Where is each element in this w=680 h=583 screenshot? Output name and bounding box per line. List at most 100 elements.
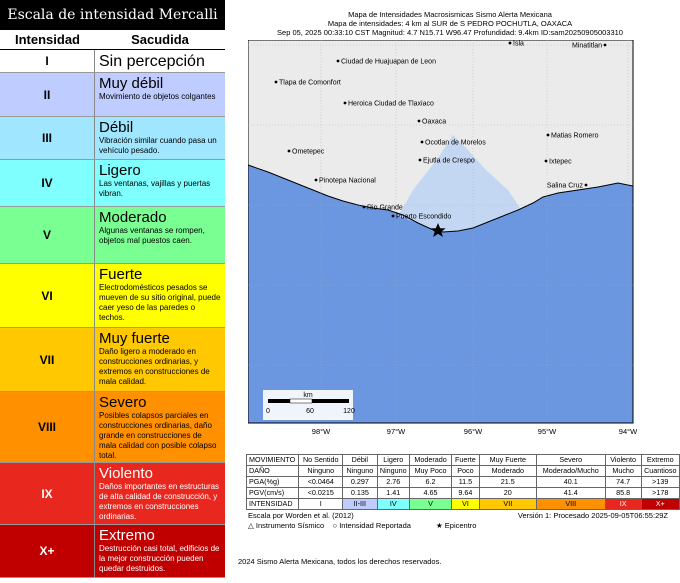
scale-row-description: Débil Vibración similar cuando pasa un ve… <box>95 117 225 159</box>
scale-row-name: Fuerte <box>99 266 143 283</box>
scale-row-iii: III Débil Vibración similar cuando pasa un… <box>0 117 225 160</box>
scale-row-text: Daño ligero a moderado en construcciones… <box>99 347 210 386</box>
version-note: Versión 1: Procesado 2025-09-05T06:55:29… <box>517 511 668 520</box>
scale-header: Intensidad Sacudida <box>0 30 225 50</box>
city-dot <box>314 178 318 182</box>
scale-row-name: Muy fuerte <box>99 330 170 347</box>
legend-instrument: Instrumento Sísmico <box>255 521 325 530</box>
table-cell: Ninguno <box>298 465 344 477</box>
table-cell: V <box>409 498 453 510</box>
city-label: Minatitlan <box>572 43 602 50</box>
table-cell: IV <box>376 498 411 510</box>
table-cell: INTENSIDAD <box>245 498 300 510</box>
table-row: PGA(%g) <0.0464 0.297 2.76 6.2 11.5 21.5 40.1 74… <box>245 476 680 488</box>
city-dot <box>391 214 395 218</box>
scalebar-segment <box>312 399 349 403</box>
scale-row-description: Moderado Algunas ventanas se rompen, obje… <box>95 207 225 263</box>
scale-row-name: Moderado <box>99 209 167 226</box>
copyright-footer: 2024 Sismo Alerta Mexicana, todos los de… <box>238 557 442 566</box>
map-frame <box>248 40 634 424</box>
scalebar-segment <box>268 399 290 403</box>
scale-row-text: Las ventanas, vajillas y puertas vibran. <box>99 179 211 198</box>
table-cell: VI <box>451 498 480 510</box>
city-label: Puerto Escondido <box>396 214 451 221</box>
scale-row-code: X+ <box>0 525 95 577</box>
epicenter-star-icon[interactable] <box>430 223 446 237</box>
scale-header-intensity: Intensidad <box>14 32 80 47</box>
table-cell: Violento <box>604 454 642 466</box>
table-cell: Fuerte <box>451 454 480 466</box>
scale-row-text: Movimiento de objetos colgantes <box>99 92 216 101</box>
longitude-label: 95°W <box>538 427 557 436</box>
table-cell: VIII <box>535 498 606 510</box>
table-cell: Débil <box>342 454 378 466</box>
table-cell: 0.297 <box>342 476 378 488</box>
scale-row-description: Violento Daños importantes en estructuras… <box>95 463 225 524</box>
scale-row-ix: IX Violento Daños importantes en estructur… <box>0 463 225 525</box>
table-cell: 21.5 <box>478 476 537 488</box>
table-cell: II-III <box>342 498 378 510</box>
table-cell: 85.8 <box>604 487 642 499</box>
map-header-line: Mapa de Intensidades Macrosismicas Sismo… <box>348 10 552 19</box>
land-area <box>248 40 633 232</box>
legend-reported: Intensidad Reportada <box>339 521 411 530</box>
table-cell: Severo <box>535 454 606 466</box>
table-cell: MOVIMIENTO <box>245 454 300 466</box>
map-header-line: Mapa de intensidades: 4 km al SUR de S P… <box>327 19 573 28</box>
legend-epicenter: Epicentro <box>444 521 477 530</box>
table-cell: 4.65 <box>409 487 453 499</box>
scale-row-text: Algunas ventanas se rompen, objetos mal … <box>99 226 205 245</box>
scale-row-i: I Sin percepción <box>0 50 225 73</box>
map-places: Isla Minatitlan Ciudad de Huajuapan de Leo… <box>274 41 607 221</box>
table-cell: 9.64 <box>451 487 480 499</box>
table-cell: 41.4 <box>535 487 606 499</box>
table-cell: 2.76 <box>376 476 411 488</box>
table-cell: Extremo <box>640 454 680 466</box>
longitude-label: 96°W <box>464 427 483 436</box>
scale-row-viii: VIII Severo Posibles colapsos parciales en… <box>0 392 225 463</box>
table-cell: 1.41 <box>376 487 411 499</box>
table-cell: Cuantioso <box>640 465 680 477</box>
table-cell: PGA(%g) <box>245 476 300 488</box>
scale-row-code: II <box>0 73 95 116</box>
table-cell: 40.1 <box>535 476 606 488</box>
scale-row-description: Ligero Las ventanas, vajillas y puertas v… <box>95 160 225 206</box>
scale-row-code: VI <box>0 264 95 327</box>
triangle-icon: △ <box>248 521 254 530</box>
table-cell: VII <box>478 498 537 510</box>
city-label: Oaxaca <box>422 119 446 126</box>
table-cell: Ligero <box>376 454 411 466</box>
map-header: Mapa de Intensidades Macrosismicas Sismo… <box>250 10 650 37</box>
scale-row-name: Ligero <box>99 162 141 179</box>
intensity-map[interactable]: 18°N17°N16°N15°N14°N98°W97°W96°W95°W94°W… <box>248 40 668 440</box>
city-dot <box>417 119 421 123</box>
table-row: INTENSIDAD I II-III IV V VI VII VIII IX X+ <box>245 498 680 510</box>
table-row: DAÑO Ninguno Ninguno Ninguno Muy Poco Poco Mod… <box>245 465 680 477</box>
scalebar-background <box>263 390 353 420</box>
city-dot <box>336 59 340 63</box>
table-cell: 20 <box>478 487 537 499</box>
scale-row-iv: IV Ligero Las ventanas, vajillas y puertas… <box>0 160 225 207</box>
table-cell: Moderado <box>409 454 453 466</box>
scale-row-text: Destrucción casi total, edificios de la … <box>99 544 220 573</box>
city-dot <box>362 205 366 209</box>
table-cell: <0.0464 <box>298 476 344 488</box>
circle-icon: ○ <box>332 521 338 530</box>
map-header-line: Sep 05, 2025 00:33:10 CST Magnitud: 4.7 … <box>277 28 623 37</box>
table-cell: Ninguno <box>376 465 411 477</box>
scalebar-segment <box>289 398 313 404</box>
scale-row-vii: VII Muy fuerte Daño ligero a moderado en c… <box>0 328 225 392</box>
city-dot <box>584 183 588 187</box>
star-icon: ★ <box>435 521 443 530</box>
table-cell: 74.7 <box>604 476 642 488</box>
scale-row-name: Sin percepción <box>99 53 205 70</box>
scalebar-unit: km <box>303 392 313 399</box>
city-label: Ejutla de Crespo <box>423 158 475 165</box>
city-label: Isla <box>513 41 524 48</box>
scale-row-description: Muy fuerte Daño ligero a moderado en cons… <box>95 328 225 391</box>
table-cell: No Sentido <box>298 454 344 466</box>
city-dot <box>544 159 548 163</box>
intensity-table: MOVIMIENTO No Sentido Débil Ligero Moderado F… <box>245 454 680 510</box>
scale-row-ii: II Muy débil Movimiento de objetos colgant… <box>0 73 225 117</box>
scale-row-name: Muy débil <box>99 75 164 92</box>
